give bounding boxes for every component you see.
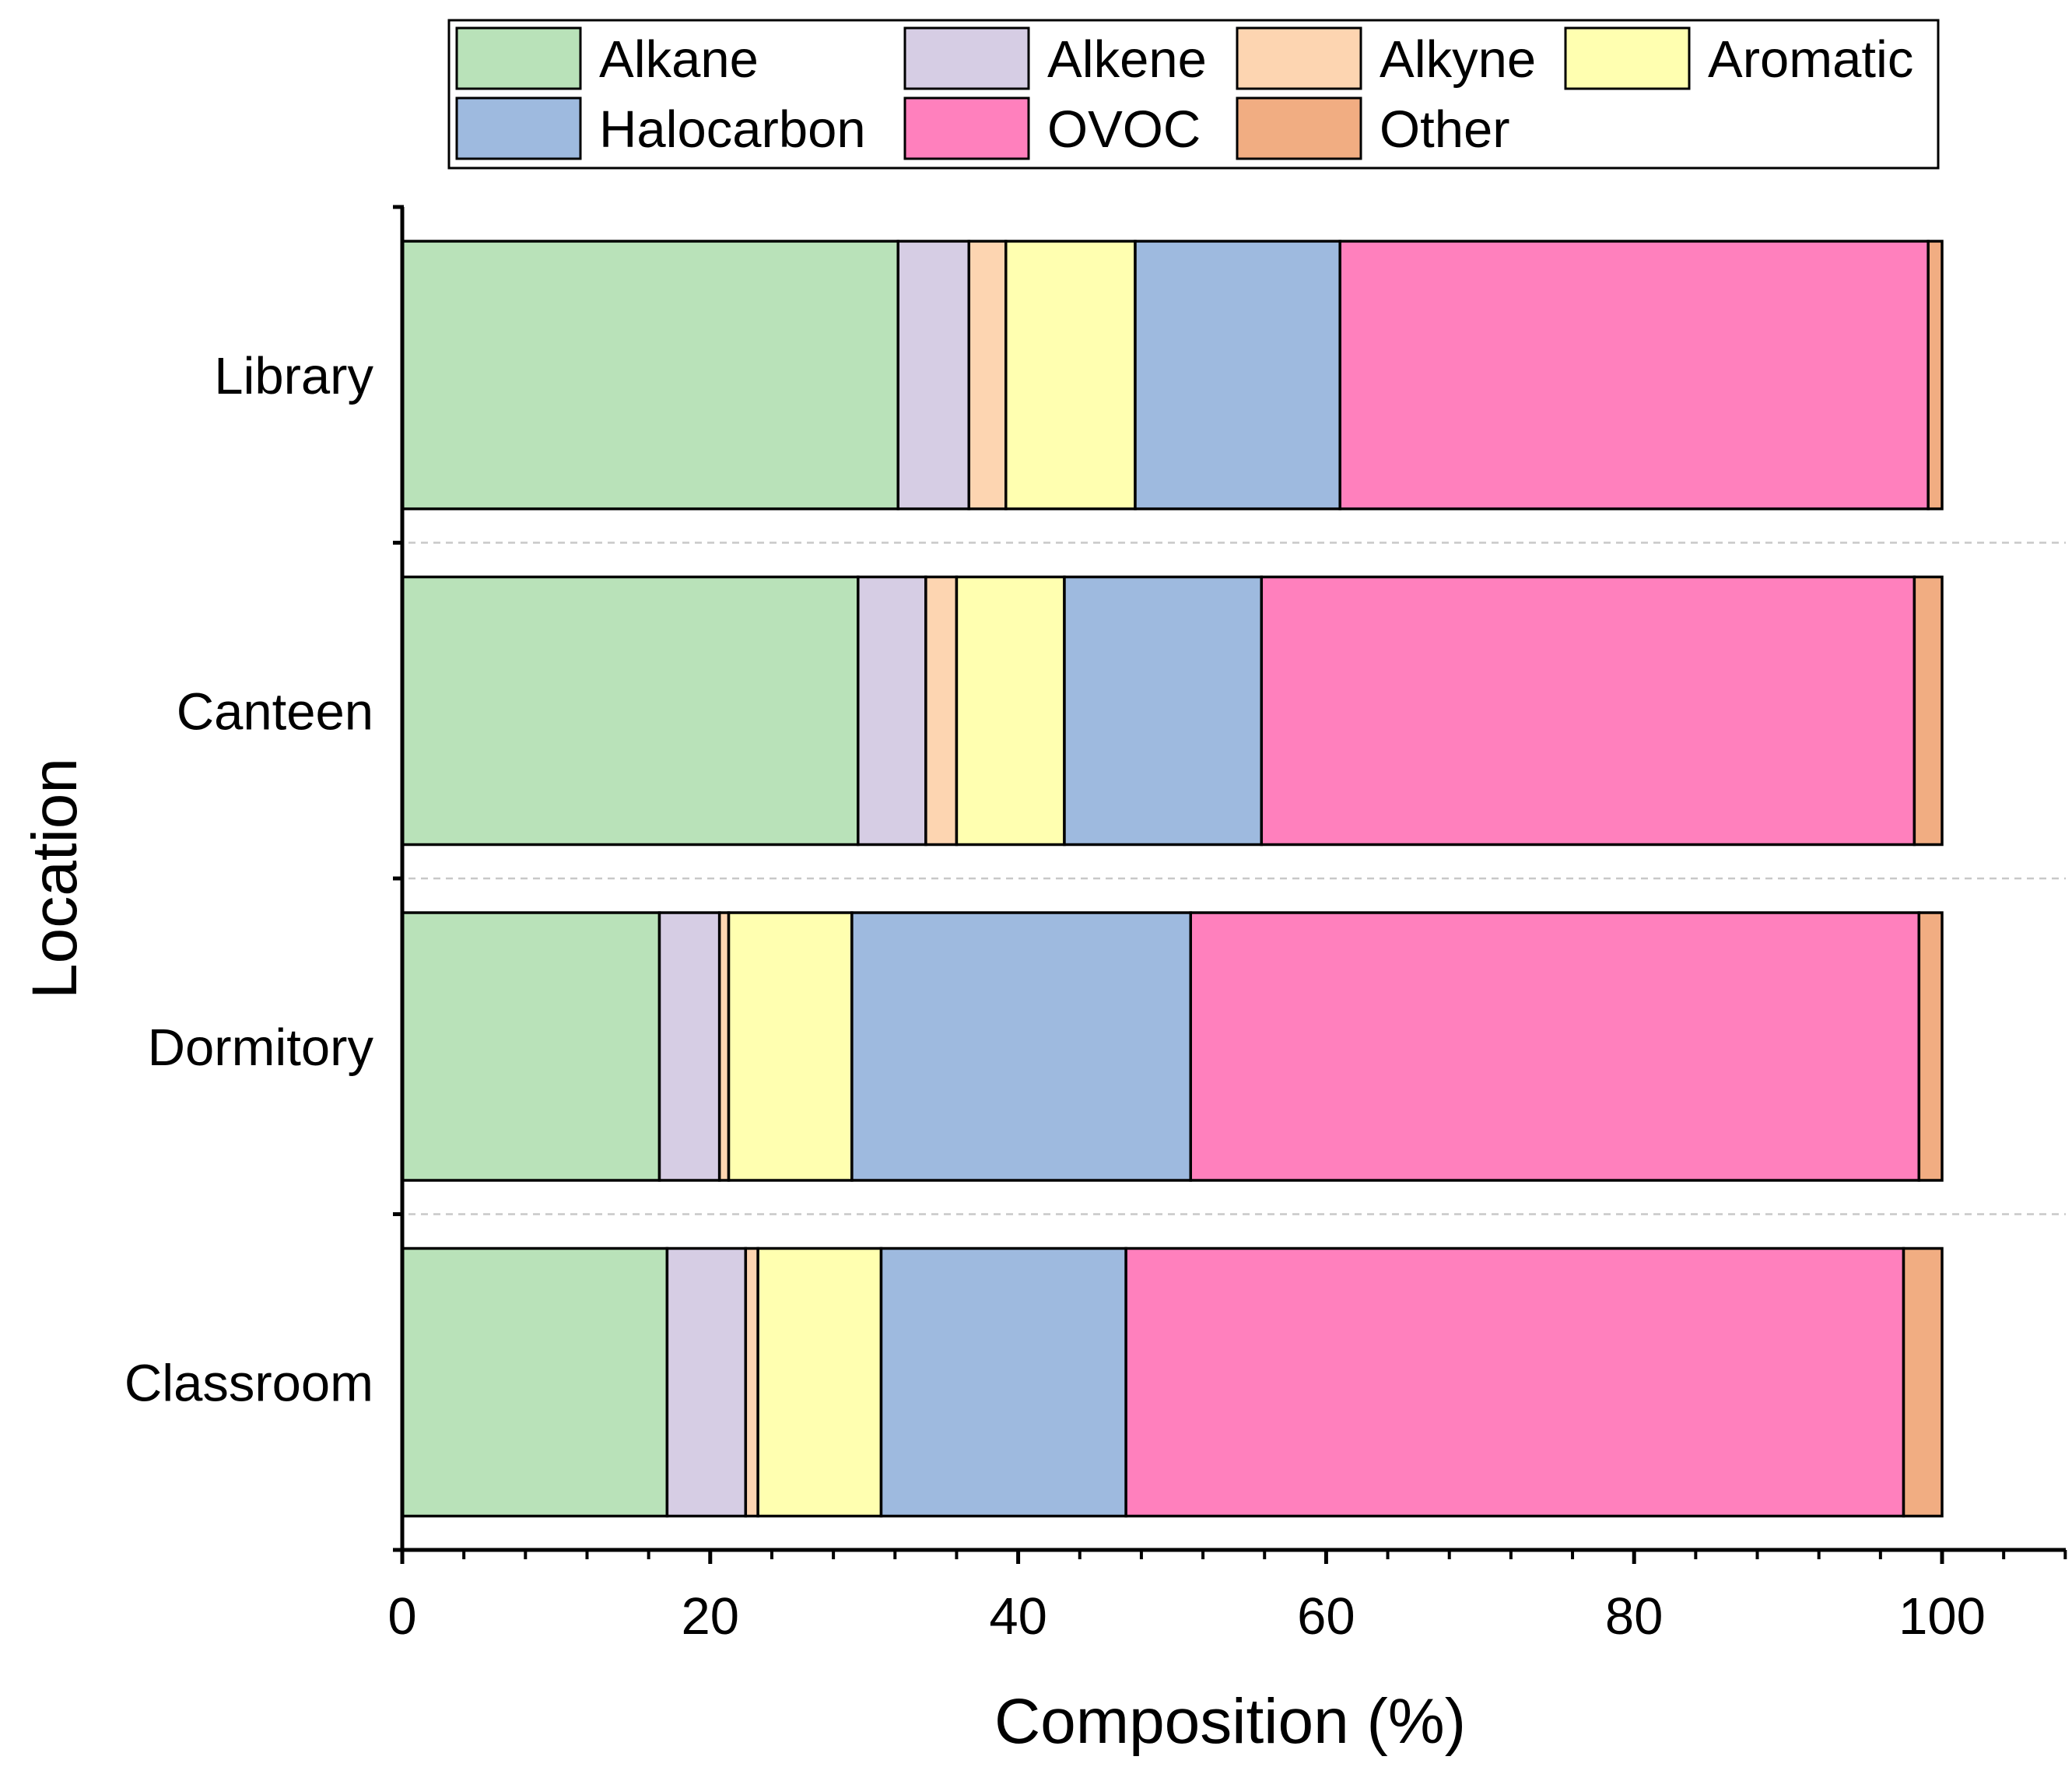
bar-library-ovoc [1338, 240, 1930, 510]
bar-canteen-halocarbon [1063, 575, 1264, 847]
legend-label-halocarbon: Halocarbon [599, 100, 866, 159]
bar-library-alkane [401, 240, 899, 510]
bar-classroom-alkene [665, 1246, 748, 1518]
bar-library-alkyne [967, 240, 1008, 510]
x-tick-labels: 0 20 40 60 80 100 [387, 1587, 1986, 1646]
legend-label-aromatic: Aromatic [1708, 30, 1913, 89]
legend-label-alkene: Alkene [1047, 30, 1207, 89]
category-separators [408, 542, 2066, 1215]
legend-swatch-alkene [903, 26, 1030, 90]
bar-dormitory-aromatic [727, 911, 854, 1182]
bar-canteen-alkyne [924, 575, 959, 847]
x-tick-label: 80 [1605, 1587, 1664, 1646]
legend: Alkane Alkene Alkyne Aromatic Halocarbon OVOC… [447, 19, 1940, 170]
category-labels: Library Canteen Dormitory Classroom [124, 347, 374, 1413]
bar-dormitory-alkyne [717, 911, 731, 1182]
x-tick-label: 100 [1898, 1587, 1986, 1646]
bar-library-halocarbon [1134, 240, 1341, 510]
x-axis-title: Composition (%) [994, 1686, 1466, 1757]
legend-swatch-aromatic [1564, 26, 1691, 90]
bar-segments [401, 240, 1944, 1518]
bar-library-other [1927, 240, 1944, 510]
bar-dormitory-alkane [401, 911, 661, 1182]
bar-classroom-aromatic [756, 1246, 883, 1518]
y-axis-title: Location [19, 758, 90, 999]
category-label-canteen: Canteen [177, 683, 373, 742]
category-label-dormitory: Dormitory [148, 1018, 374, 1077]
bar-library-alkene [896, 240, 971, 510]
bar-classroom-alkyne [744, 1246, 759, 1518]
bar-dormitory-ovoc [1189, 911, 1921, 1182]
legend-label-alkyne: Alkyne [1380, 30, 1536, 89]
bar-canteen-other [1912, 575, 1944, 847]
bar-dormitory-alkene [657, 911, 721, 1182]
x-tick-label: 40 [989, 1587, 1047, 1646]
bar-canteen-alkane [401, 575, 860, 847]
category-label-library: Library [214, 347, 373, 405]
legend-swatch-ovoc [903, 96, 1030, 160]
x-axis-ticks [400, 1550, 2067, 1564]
bar-dormitory-halocarbon [850, 911, 1192, 1182]
legend-label-alkane: Alkane [599, 30, 759, 89]
legend-swatch-alkane [455, 26, 582, 90]
bar-classroom-halocarbon [879, 1246, 1127, 1518]
legend-label-other: Other [1380, 100, 1510, 159]
x-tick-label: 0 [387, 1587, 416, 1646]
bar-canteen-alkene [857, 575, 927, 847]
x-tick-label: 60 [1297, 1587, 1355, 1646]
legend-swatch-alkyne [1236, 26, 1362, 90]
legend-label-ovoc: OVOC [1047, 100, 1201, 159]
bar-classroom-ovoc [1124, 1246, 1905, 1518]
bar-canteen-aromatic [955, 575, 1066, 847]
bar-classroom-alkane [401, 1246, 669, 1518]
bar-library-aromatic [1004, 240, 1137, 510]
bar-canteen-ovoc [1260, 575, 1916, 847]
legend-swatch-halocarbon [455, 96, 582, 160]
category-label-classroom: Classroom [124, 1355, 373, 1413]
legend-swatch-other [1236, 96, 1362, 160]
x-tick-label: 20 [682, 1587, 740, 1646]
bar-classroom-other [1902, 1246, 1944, 1518]
bar-dormitory-other [1917, 911, 1944, 1182]
